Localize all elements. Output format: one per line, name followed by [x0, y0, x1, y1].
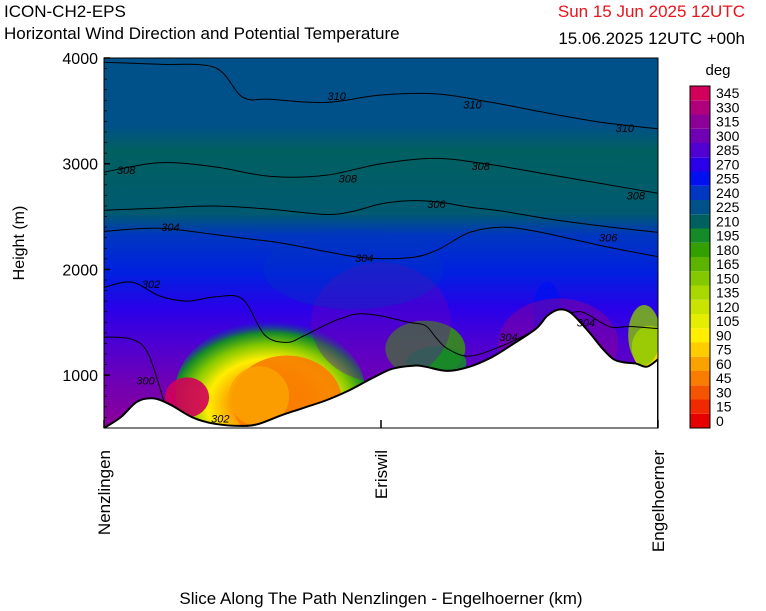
- field-feature-10: [311, 262, 451, 383]
- colorbar-frame: [689, 85, 711, 429]
- contour-label: 308: [117, 165, 136, 177]
- colorbar-swatch: [690, 228, 710, 243]
- colorbar-label: 90: [716, 327, 732, 343]
- plot-area: 310 310 310 308 308 308 308 306 306 304 304 304 304 3…: [104, 58, 658, 428]
- colorbar-swatch: [690, 257, 710, 272]
- theta-contour-310: [104, 61, 658, 130]
- model-title: ICON-CH2-EPS: [4, 2, 126, 21]
- colorbar-swatch: [690, 299, 710, 314]
- y-tick-label: 3000: [62, 157, 98, 174]
- colorbar-label: 15: [716, 399, 732, 415]
- y-axis-label: Height (m): [11, 206, 28, 281]
- colorbar-label: 45: [716, 370, 732, 386]
- colorbar-label: 120: [716, 299, 740, 315]
- colorbar-swatch: [690, 214, 710, 229]
- colorbar-swatch: [690, 200, 710, 215]
- contour-label: 306: [427, 199, 446, 211]
- colorbar-label: 345: [716, 85, 740, 101]
- y-tick-label: 2000: [62, 262, 98, 279]
- valid-time: Sun 15 Jun 2025 12UTC: [557, 2, 745, 21]
- colorbar-swatch: [690, 128, 710, 143]
- field-feature-2: [229, 366, 290, 427]
- colorbar-label: 60: [716, 356, 732, 372]
- run-info: 15.06.2025 12UTC +00h: [558, 29, 745, 48]
- colorbar-swatch: [690, 356, 710, 371]
- colorbar-label: 30: [716, 384, 732, 400]
- colorbar-swatch: [690, 143, 710, 158]
- x-axis: Nenzlingen Eriswil Engelhoerner: [95, 420, 668, 552]
- y-axis: 1000 2000 3000 4000: [62, 51, 110, 429]
- colorbar-label: 285: [716, 142, 740, 158]
- contour-label: 300: [136, 375, 155, 387]
- colorbar-label: 240: [716, 185, 740, 201]
- colorbar-label: 210: [716, 213, 740, 229]
- colorbar-swatch: [690, 371, 710, 386]
- contour-label: 304: [161, 222, 179, 234]
- colorbar-label: 315: [716, 114, 740, 130]
- colorbar-swatch: [690, 399, 710, 414]
- colorbar-title: deg: [705, 62, 730, 79]
- contour-label: 302: [142, 279, 160, 291]
- x-axis-label: Slice Along The Path Nenzlingen - Engelh…: [179, 589, 582, 608]
- product-title: Horizontal Wind Direction and Potential …: [4, 24, 400, 43]
- field-feature-11: [263, 229, 444, 310]
- colorbar-swatch: [690, 271, 710, 286]
- colorbar-label: 165: [716, 256, 740, 272]
- colorbar-swatch: [690, 100, 710, 115]
- x-tick-label: Engelhoerner: [649, 450, 668, 552]
- x-tick-label: Eriswil: [372, 450, 391, 499]
- colorbar-label: 105: [716, 313, 740, 329]
- colorbar-swatch: [690, 114, 710, 129]
- theta-contour-306: [104, 200, 658, 233]
- colorbar-label: 270: [716, 156, 740, 172]
- theta-contour-308: [104, 157, 658, 194]
- colorbar-swatch: [690, 314, 710, 329]
- terrain-surface: [104, 308, 658, 428]
- theta-contour-300: [104, 336, 166, 405]
- colorbar-label: 225: [716, 199, 740, 215]
- contour-label: 304: [499, 332, 517, 344]
- colorbar-legend: deg 0153045607590105120135150165180195210…: [689, 62, 740, 429]
- contour-label: 302: [211, 413, 229, 425]
- contour-label: 308: [339, 174, 358, 186]
- colorbar-label: 135: [716, 285, 740, 301]
- contour-label: 308: [627, 190, 646, 202]
- theta-contour-304: [104, 226, 658, 260]
- colorbar-swatch: [690, 413, 710, 428]
- contour-label: 304: [355, 253, 373, 265]
- y-tick-label: 1000: [62, 368, 98, 385]
- colorbar-swatch: [690, 342, 710, 357]
- contour-label: 310: [328, 91, 347, 103]
- theta-contour-302: [104, 281, 658, 357]
- colorbar-swatch: [690, 385, 710, 400]
- colorbar-label: 255: [716, 171, 740, 187]
- x-tick-label: Nenzlingen: [95, 450, 114, 535]
- colorbar-label: 150: [716, 270, 740, 286]
- contour-label: 308: [472, 161, 491, 173]
- colorbar-swatch: [690, 185, 710, 200]
- field-feature-6: [628, 304, 658, 365]
- contour-label: 310: [463, 100, 482, 112]
- colorbar-label: 180: [716, 242, 740, 258]
- colorbar-label: 195: [716, 228, 740, 244]
- contour-label: 304: [577, 317, 595, 329]
- y-tick-label: 4000: [62, 51, 98, 68]
- colorbar-swatch: [690, 86, 710, 101]
- colorbar-label: 330: [716, 99, 740, 115]
- contour-label: 310: [616, 123, 635, 135]
- colorbar-swatch: [690, 328, 710, 343]
- colorbar-label: 75: [716, 342, 732, 358]
- colorbar-label: 0: [716, 413, 724, 429]
- contour-label: 306: [599, 233, 618, 245]
- colorbar-swatch: [690, 242, 710, 257]
- colorbar-swatch: [690, 171, 710, 186]
- colorbar-swatch: [690, 157, 710, 172]
- colorbar-label: 300: [716, 128, 740, 144]
- colorbar-swatch: [690, 285, 710, 300]
